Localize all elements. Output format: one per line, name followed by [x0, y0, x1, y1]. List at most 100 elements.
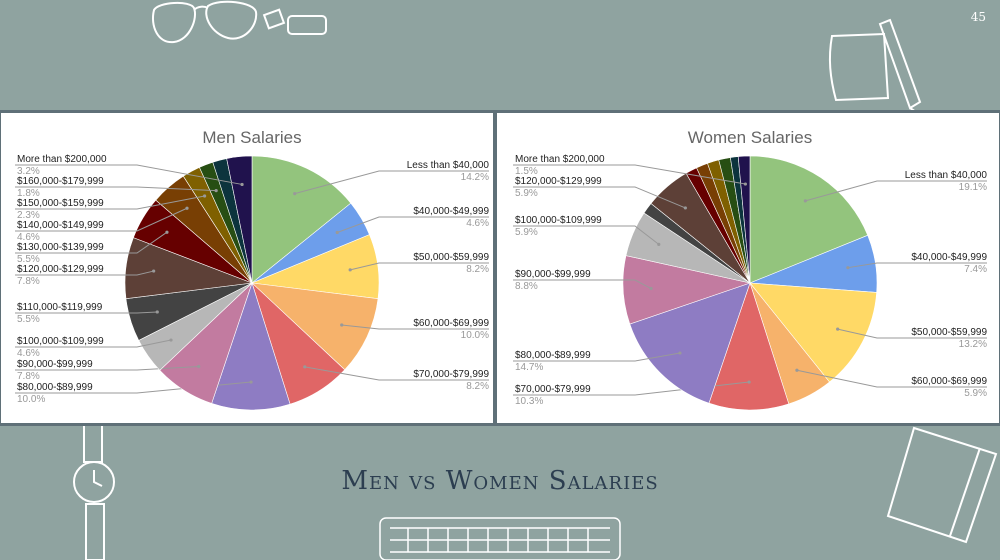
notebook-icon [886, 426, 998, 544]
men-percent-less-than-40-000: 14.2% [461, 172, 489, 183]
men-percent-40-000-49-999: 4.6% [466, 218, 489, 229]
men-leader-dot-90-000-99-999 [197, 364, 201, 369]
women-leader-90-000-99-999 [513, 279, 652, 289]
women-leader-dot-70-000-79-999 [747, 380, 751, 384]
women-leader-60-000-69-999 [796, 369, 987, 388]
men-percent-60-000-69-999: 10.0% [461, 330, 489, 341]
women-percent-100-000-109-999: 5.9% [515, 227, 538, 238]
women-label-70-000-79-999: $70,000-$79,999 [515, 384, 591, 395]
women-percent-80-000-89-999: 14.7% [515, 362, 543, 373]
men-leader-160-000-179-999 [15, 186, 217, 192]
women-leader-less-than-40-000 [805, 180, 987, 202]
women-slice-less-than-40-000 [749, 155, 869, 284]
men-leader-100-000-109-999 [15, 339, 172, 348]
women-label-100-000-109-999: $100,000-$109,999 [515, 215, 602, 226]
men-percent-150-000-159-999: 2.3% [17, 210, 40, 221]
page-number: 45 [970, 10, 986, 24]
women-leader-dot-less-than-40-000 [803, 199, 807, 203]
men-slice-less-than-40-000 [251, 155, 352, 284]
men-label-140-000-149-999: $140,000-$149,999 [17, 220, 104, 231]
men-leader-120-000-129-999 [15, 270, 154, 276]
men-slice-more-than-200-000 [226, 155, 253, 284]
men-leader-60-000-69-999 [341, 324, 489, 330]
men-label-less-than-40-000: Less than $40,000 [407, 160, 490, 171]
men-leader-50-000-59-999 [350, 262, 489, 271]
men-chart-title: Men Salaries [202, 128, 301, 147]
men-label-40-000-49-999: $40,000-$49,999 [413, 206, 489, 217]
women-leader-dot-50-000-59-999 [836, 327, 840, 331]
women-leader-50-000-59-999 [837, 328, 987, 339]
men-leader-dot-100-000-109-999 [169, 338, 173, 342]
men-leader-70-000-79-999 [304, 366, 489, 381]
men-percent-120-000-129-999: 7.8% [17, 276, 40, 287]
men-salaries-chart: Men Salaries Less than $40,000 14.2% $40,00… [0, 110, 496, 426]
notepad-pencil-icon [828, 18, 922, 112]
men-leader-110-000-119-999 [15, 311, 158, 314]
men-label-80-000-89-999: $80,000-$89,999 [17, 382, 93, 393]
women-percent-40-000-49-999: 7.4% [964, 264, 987, 275]
women-leader-120-000-129-999 [513, 186, 686, 209]
men-percent-130-000-139-999: 5.5% [17, 254, 40, 265]
men-leader-less-than-40-000 [294, 170, 489, 195]
men-percent-100-000-109-999: 4.6% [17, 348, 40, 359]
men-leader-more-than-200-000 [15, 164, 243, 185]
men-label-70-000-79-999: $70,000-$79,999 [413, 369, 489, 380]
men-slice-80-000-89-999 [211, 282, 291, 411]
men-leader-dot-110-000-119-999 [155, 310, 159, 314]
slide-title: Men vs Women Salaries [341, 466, 659, 496]
men-slice-60-000-69-999 [251, 282, 379, 371]
women-slice-more-than-200-000 [737, 155, 751, 284]
men-leader-dot-130-000-139-999 [165, 230, 169, 234]
women-salaries-chart: Women Salaries Less than $40,000 19.1% $40,… [494, 110, 1000, 426]
women-percent-120-000-129-999: 5.9% [515, 188, 538, 199]
usb-drive-icon [262, 8, 327, 35]
men-leader-40-000-49-999 [337, 216, 489, 233]
women-leader-dot-100-000-109-999 [657, 242, 661, 246]
women-percent-90-000-99-999: 8.8% [515, 281, 538, 292]
women-leader-dot-90-000-99-999 [649, 286, 653, 291]
glasses-icon [152, 0, 258, 44]
women-leader-dot-more-than-200-000 [743, 182, 747, 186]
men-leader-90-000-99-999 [15, 366, 199, 371]
men-leader-150-000-159-999 [15, 195, 205, 210]
women-percent-more-than-200-000: 1.5% [515, 166, 538, 177]
women-label-60-000-69-999: $60,000-$69,999 [911, 376, 987, 387]
women-leader-dot-60-000-69-999 [795, 368, 799, 372]
women-label-50-000-59-999: $50,000-$59,999 [911, 327, 987, 338]
men-label-90-000-99-999: $90,000-$99,999 [17, 359, 93, 370]
women-percent-60-000-69-999: 5.9% [964, 388, 987, 399]
men-label-60-000-69-999: $60,000-$69,999 [413, 318, 489, 329]
men-leader-dot-50-000-59-999 [348, 268, 352, 272]
men-label-150-000-159-999: $150,000-$159,999 [17, 198, 104, 209]
men-percent-160-000-179-999: 1.8% [17, 188, 40, 199]
men-leader-dot-60-000-69-999 [340, 323, 344, 327]
women-leader-more-than-200-000 [513, 164, 746, 185]
men-percent-80-000-89-999: 10.0% [17, 394, 45, 405]
men-leader-dot-150-000-159-999 [202, 194, 207, 198]
women-leader-100-000-109-999 [513, 225, 660, 245]
women-percent-50-000-59-999: 13.2% [959, 339, 987, 350]
wristwatch-icon [73, 424, 115, 560]
women-leader-80-000-89-999 [513, 352, 681, 362]
men-label-110-000-119-999: $110,000-$119,999 [17, 302, 103, 313]
men-leader-dot-160-000-179-999 [214, 189, 218, 193]
men-label-130-000-139-999: $130,000-$139,999 [17, 242, 104, 253]
women-leader-dot-120-000-129-999 [683, 206, 687, 210]
women-label-80-000-89-999: $80,000-$89,999 [515, 350, 591, 361]
men-leader-140-000-149-999 [15, 207, 188, 232]
men-percent-140-000-149-999: 4.6% [17, 232, 40, 243]
women-slice-80-000-89-999 [629, 282, 751, 404]
women-leader-dot-40-000-49-999 [846, 266, 850, 270]
women-chart-title: Women Salaries [688, 128, 812, 147]
women-percent-70-000-79-999: 10.3% [515, 396, 543, 407]
men-leader-dot-more-than-200-000 [240, 182, 244, 187]
women-label-40-000-49-999: $40,000-$49,999 [911, 252, 987, 263]
men-label-120-000-129-999: $120,000-$129,999 [17, 264, 104, 275]
men-leader-dot-less-than-40-000 [293, 192, 297, 196]
men-percent-50-000-59-999: 8.2% [466, 264, 489, 275]
women-label-120-000-129-999: $120,000-$129,999 [515, 176, 602, 187]
women-label-more-than-200-000: More than $200,000 [515, 154, 605, 165]
women-percent-less-than-40-000: 19.1% [959, 182, 987, 193]
men-leader-dot-80-000-89-999 [249, 380, 253, 384]
keyboard-icon [379, 517, 621, 560]
